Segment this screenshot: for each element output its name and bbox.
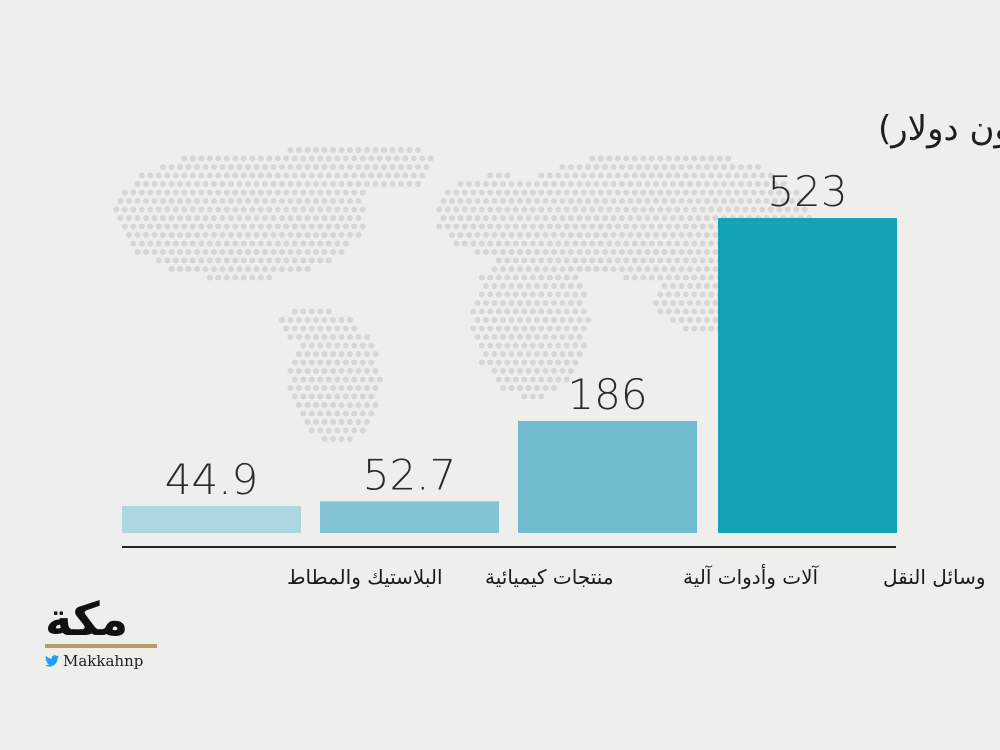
value-label-3: 186 (567, 370, 647, 419)
category-label-4: وسائل النقل (883, 565, 986, 589)
category-labels: البلاستيك والمطاط منتجات كيميائية آلات وأد… (287, 564, 986, 589)
category-label-1: البلاستيك والمطاط (287, 565, 443, 589)
bar-1 (122, 506, 301, 533)
twitter-bird-icon (45, 655, 59, 667)
handle-text: Makkahnp (63, 652, 144, 670)
value-label-4: 523 (767, 167, 847, 216)
bar-3 (518, 421, 697, 533)
bar-2 (320, 501, 499, 533)
chart-title: أبرز واردات السعودية من كندا (مليون دولا… (878, 106, 1000, 149)
social-handle: Makkahnp (45, 652, 165, 670)
bar-4 (718, 218, 897, 533)
value-label-2: 52.7 (363, 450, 457, 499)
world-map-background (113, 147, 821, 442)
makkah-logo: مكة Makkahnp (45, 596, 165, 670)
logo-underline (45, 644, 157, 648)
value-label-1: 44.9 (165, 455, 259, 504)
category-label-3: آلات وأدوات آلية (683, 564, 820, 589)
category-label-2: منتجات كيميائية (485, 565, 614, 589)
logo-wordmark: مكة (45, 592, 130, 646)
bars-layer: 44.9 52.7 186 523 (122, 167, 897, 533)
